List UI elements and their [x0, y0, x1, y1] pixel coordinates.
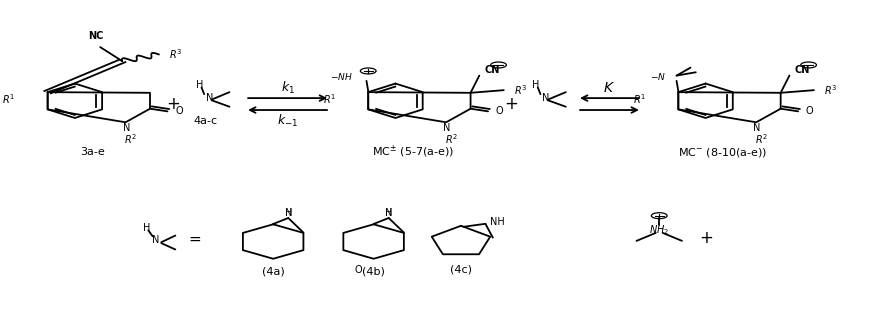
Text: $R^2$: $R^2$ [124, 132, 137, 146]
Text: NH: NH [490, 217, 504, 227]
Text: N: N [385, 208, 392, 218]
Text: $R^2$: $R^2$ [445, 132, 458, 146]
Text: MC$^{-}$ (8-10(a-e)): MC$^{-}$ (8-10(a-e)) [679, 146, 767, 159]
Text: (4c): (4c) [450, 265, 472, 275]
Text: +: + [166, 95, 180, 113]
Text: $K$: $K$ [603, 80, 616, 95]
Text: 3a-e: 3a-e [80, 147, 105, 157]
Text: $k_{-1}$: $k_{-1}$ [277, 113, 299, 129]
Text: N: N [206, 93, 214, 103]
Text: $-NH$: $-NH$ [330, 71, 353, 82]
Text: N: N [152, 234, 159, 244]
Text: $NH_2$: $NH_2$ [649, 223, 669, 237]
Text: =: = [188, 232, 201, 247]
Text: N: N [443, 123, 451, 133]
Text: $R^3$: $R^3$ [824, 83, 837, 97]
Text: $R^1$: $R^1$ [3, 92, 15, 106]
Text: O: O [175, 106, 183, 116]
Text: O: O [806, 106, 813, 116]
Text: NC: NC [88, 31, 104, 41]
Text: CN: CN [795, 65, 810, 75]
Text: $k_1$: $k_1$ [281, 79, 294, 96]
Text: H: H [196, 80, 204, 90]
Text: H: H [532, 80, 540, 90]
Text: N: N [123, 123, 130, 133]
Text: +: + [699, 228, 713, 246]
Text: $R^1$: $R^1$ [323, 92, 336, 106]
Text: H: H [385, 208, 392, 218]
Text: $R^2$: $R^2$ [755, 132, 768, 146]
Text: N: N [753, 123, 761, 133]
Text: H: H [143, 223, 151, 232]
Text: CN: CN [485, 65, 500, 75]
Text: $R^3$: $R^3$ [169, 47, 183, 61]
Text: +: + [504, 95, 517, 113]
Text: N: N [284, 208, 292, 218]
Text: H: H [284, 208, 292, 218]
Text: N: N [542, 93, 549, 103]
Text: O: O [354, 265, 362, 275]
Text: $-N$: $-N$ [650, 71, 666, 82]
Text: $R^3$: $R^3$ [514, 83, 527, 97]
Text: 4a-c: 4a-c [193, 116, 217, 126]
Text: O: O [496, 106, 503, 116]
Text: (4b): (4b) [362, 266, 385, 276]
Text: (4a): (4a) [261, 266, 284, 276]
Text: $R^1$: $R^1$ [633, 92, 646, 106]
Text: MC$^{\pm}$ (5-7(a-e)): MC$^{\pm}$ (5-7(a-e)) [372, 144, 454, 160]
